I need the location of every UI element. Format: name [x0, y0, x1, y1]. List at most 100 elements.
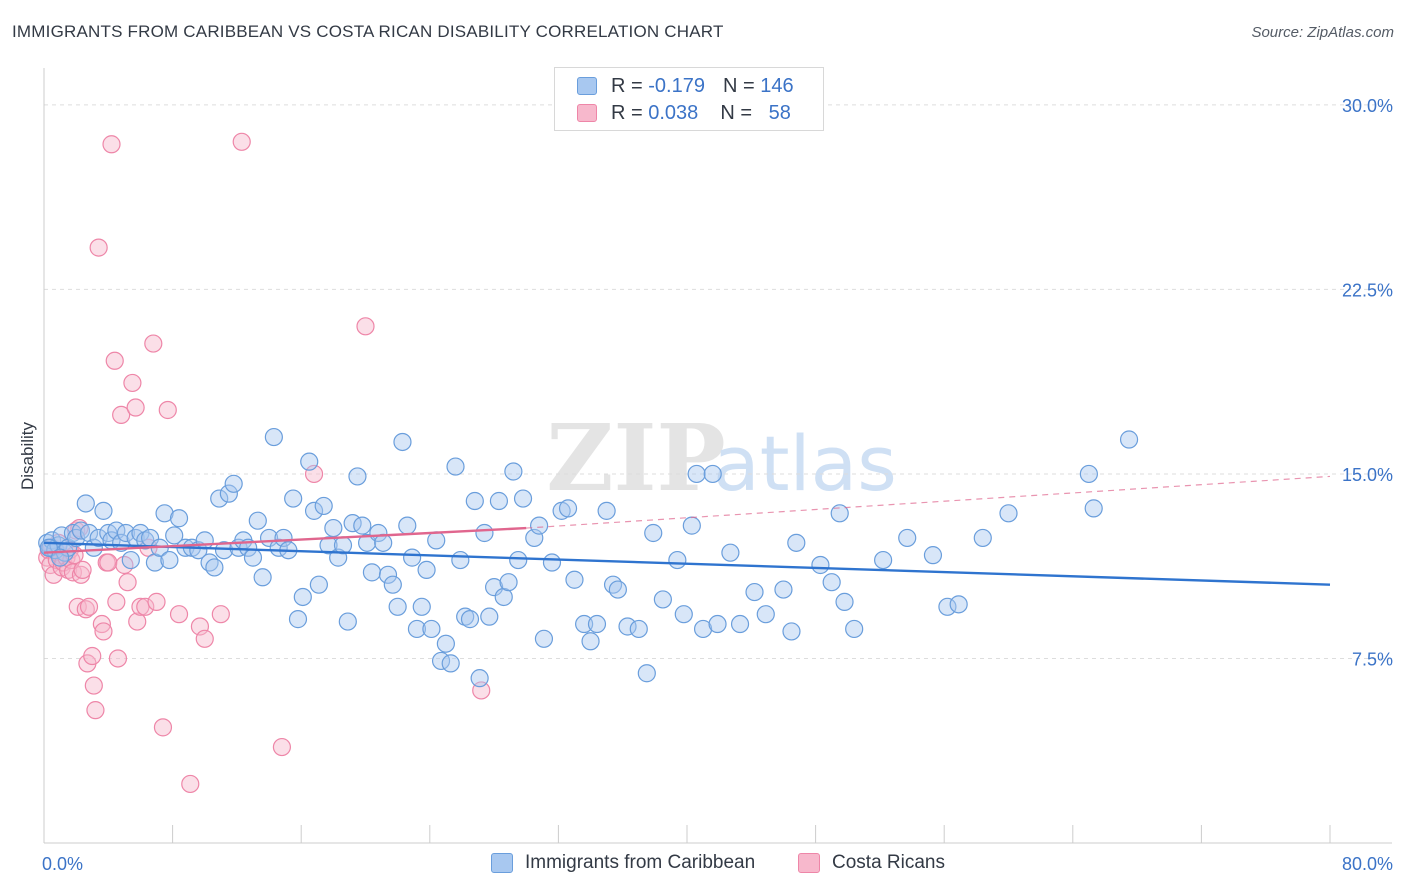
legend-item-caribbean: Immigrants from Caribbean	[491, 852, 755, 874]
caribbean-points	[38, 427, 1139, 688]
costa-ricans-point	[356, 317, 375, 336]
caribbean-point	[300, 452, 319, 471]
legend-r-label: R =	[611, 101, 643, 124]
caribbean-point	[830, 504, 849, 523]
tick-labels: 7.5% 15.0% 22.5% 30.0% 0.0% 80.0%	[42, 96, 1393, 874]
legend-swatch-blue	[491, 853, 513, 873]
caribbean-point	[314, 496, 333, 516]
legend-n-label: N =	[720, 101, 752, 124]
caribbean-point	[338, 612, 357, 631]
caribbean-point	[362, 563, 382, 582]
costa-ricans-point	[169, 605, 189, 624]
x-tick-label-max: 80.0%	[1342, 854, 1393, 874]
caribbean-point	[243, 548, 263, 567]
caribbean-point	[50, 548, 70, 567]
caribbean-point	[116, 523, 136, 543]
caribbean-point	[581, 632, 600, 651]
caribbean-point	[811, 555, 830, 575]
legend-label-caribbean: Immigrants from Caribbean	[525, 852, 756, 873]
caribbean-point	[422, 619, 441, 639]
trend-lines	[43, 475, 1331, 586]
costa-ricans-point	[94, 622, 113, 641]
caribbean-point	[309, 575, 328, 594]
caribbean-point	[160, 550, 179, 570]
costa-ricans-point	[181, 774, 200, 794]
caribbean-point	[587, 614, 607, 634]
caribbean-point	[923, 546, 943, 565]
caribbean-point	[293, 587, 312, 607]
legend-n-value: 146	[760, 74, 794, 97]
y-tick-label: 22.5%	[1342, 280, 1393, 300]
costa-ricans-point	[92, 614, 111, 634]
costa-ricans-point	[112, 405, 131, 425]
legend-n-value: 58	[768, 101, 791, 124]
costa-ricans-point	[118, 573, 137, 592]
caribbean-point	[949, 595, 968, 614]
caribbean-point	[195, 531, 214, 550]
costa-ricans-points	[38, 132, 491, 794]
caribbean-point	[485, 578, 504, 597]
caribbean-point	[542, 553, 562, 572]
caribbean-point	[94, 501, 113, 520]
caribbean-point	[253, 568, 272, 587]
y-tick-label: 15.0%	[1342, 465, 1393, 485]
caribbean-point	[475, 523, 494, 543]
costa-ricans-point	[89, 238, 108, 257]
y-tick-label: 30.0%	[1342, 96, 1393, 116]
legend-label-costa-ricans: Costa Ricans	[832, 852, 945, 873]
caribbean-point	[288, 610, 308, 629]
caribbean-point	[465, 491, 484, 511]
caribbean-point	[774, 580, 793, 599]
caribbean-point	[76, 494, 95, 513]
caribbean-point	[618, 617, 637, 636]
caribbean-point	[383, 575, 402, 594]
axes	[43, 68, 1392, 844]
costa-ricans-point	[153, 718, 173, 737]
caribbean-point	[499, 573, 518, 592]
caribbean-point	[324, 518, 343, 538]
caribbean-point	[682, 516, 701, 535]
caribbean-point	[999, 504, 1018, 523]
caribbean-point	[787, 533, 806, 552]
caribbean-point	[637, 664, 656, 683]
costa-ricans-point	[147, 592, 166, 611]
caribbean-point	[412, 597, 431, 616]
caribbean-point	[822, 573, 841, 592]
watermark-atlas: atlas	[713, 419, 897, 508]
costa-ricans-point	[102, 135, 121, 154]
costa-ricans-point	[73, 560, 92, 580]
costa-ricans-point	[79, 597, 99, 616]
legend-r-label: R =	[611, 74, 643, 97]
caribbean-point	[489, 491, 509, 511]
legend-r-value: 0.038	[648, 101, 699, 124]
caribbean-point	[436, 634, 455, 653]
caribbean-point	[530, 516, 549, 535]
caribbean-point	[693, 619, 713, 639]
costa-ricans-point	[123, 373, 142, 393]
watermark: ZIP atlas	[546, 404, 897, 512]
costa-ricans-point	[195, 629, 214, 648]
legend-swatch-pink	[798, 853, 820, 873]
series-legend: Immigrants from Caribbean Costa Ricans	[0, 852, 1406, 878]
caribbean-point	[835, 592, 854, 611]
caribbean-point	[558, 499, 578, 518]
caribbean-point	[534, 629, 554, 648]
caribbean-point	[451, 550, 470, 570]
caribbean-point	[388, 597, 407, 616]
caribbean-point	[708, 614, 727, 634]
correlation-legend: R = -0.179 N = 146 R = 0.038 N = 58	[554, 67, 824, 131]
legend-row-caribbean: R = -0.179 N = 146	[577, 73, 794, 99]
legend-item-costa-ricans: Costa Ricans	[798, 852, 945, 874]
caribbean-point	[284, 489, 303, 508]
caribbean-point	[378, 565, 398, 584]
caribbean-point	[353, 516, 372, 535]
costa-ricans-point	[211, 605, 230, 624]
caribbean-point	[898, 528, 917, 548]
caribbean-point	[874, 550, 893, 570]
costa-ricans-point	[107, 592, 126, 611]
costa-ricans-trend-line	[43, 526, 527, 554]
costa-ricans-point	[126, 398, 145, 417]
costa-ricans-point	[84, 676, 103, 695]
caribbean-point	[456, 607, 475, 626]
caribbean-point	[165, 526, 184, 545]
